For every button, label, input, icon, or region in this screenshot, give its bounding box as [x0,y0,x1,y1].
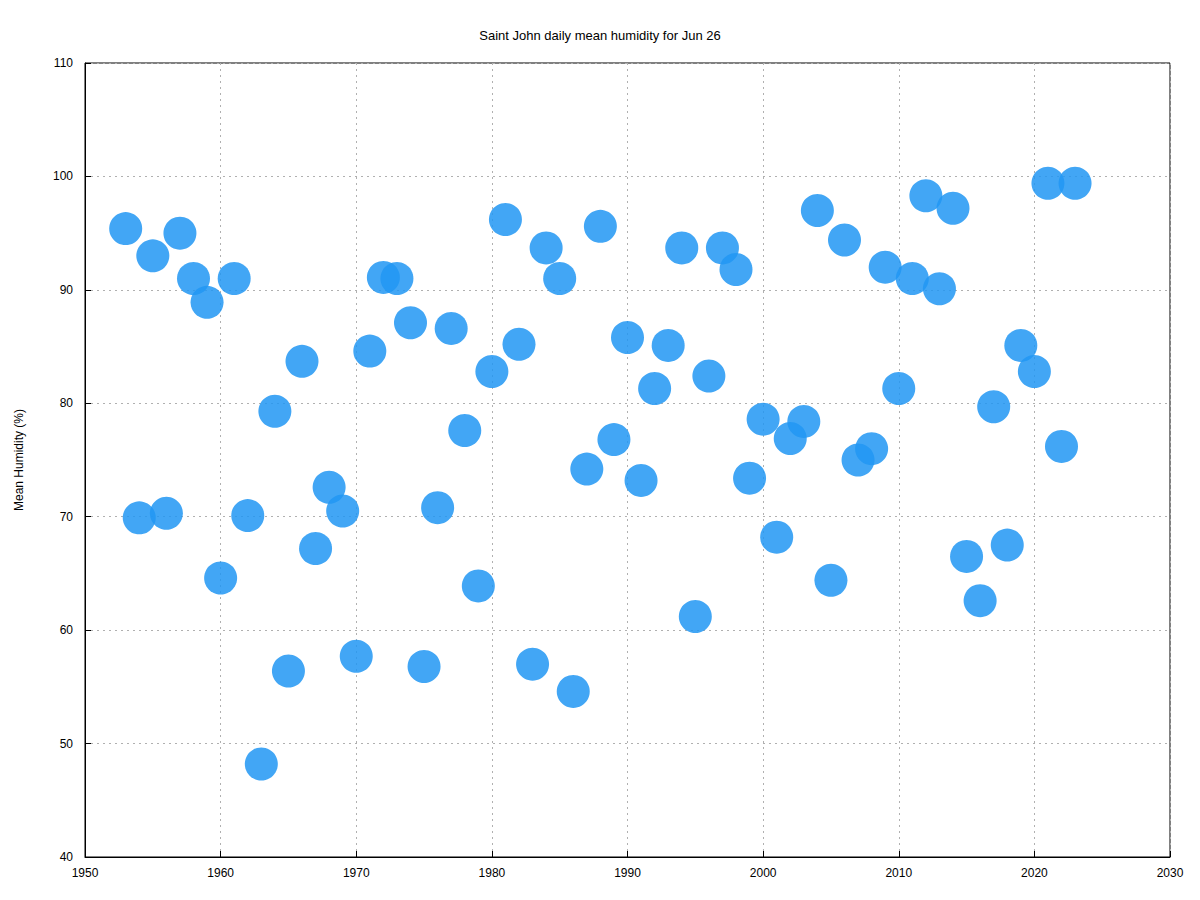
svg-text:2030: 2030 [1157,866,1184,880]
svg-text:1950: 1950 [72,866,99,880]
svg-text:2020: 2020 [1021,866,1048,880]
svg-text:100: 100 [53,169,73,183]
svg-text:2010: 2010 [885,866,912,880]
svg-text:2000: 2000 [750,866,777,880]
svg-text:1960: 1960 [207,866,234,880]
svg-text:90: 90 [60,283,74,297]
svg-text:80: 80 [60,396,74,410]
svg-text:1990: 1990 [614,866,641,880]
svg-text:1970: 1970 [343,866,370,880]
svg-text:70: 70 [60,510,74,524]
svg-text:Mean Humidity (%): Mean Humidity (%) [12,409,26,511]
svg-text:1980: 1980 [479,866,506,880]
svg-text:60: 60 [60,623,74,637]
svg-text:50: 50 [60,737,74,751]
svg-text:40: 40 [60,850,74,864]
svg-text:110: 110 [54,56,73,70]
svg-text:Saint John daily mean humidity: Saint John daily mean humidity for Jun 2… [479,28,720,43]
